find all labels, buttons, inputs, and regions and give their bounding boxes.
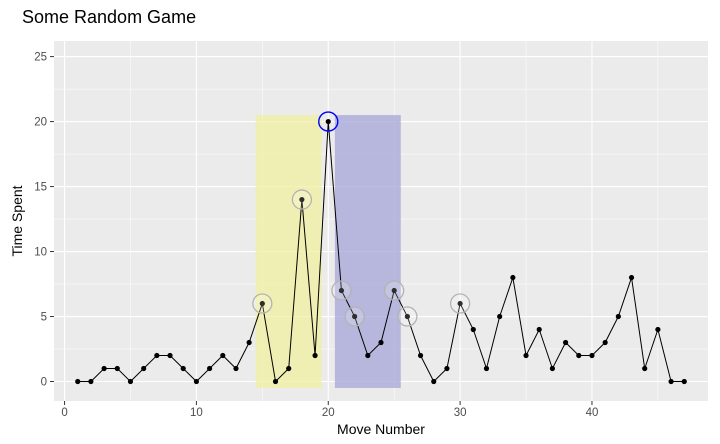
data-point <box>417 352 424 359</box>
x-axis-title: Move Number <box>337 421 425 437</box>
data-point <box>642 365 648 372</box>
data-point <box>233 365 239 372</box>
data-point <box>259 300 265 307</box>
x-tick-label: 0 <box>61 407 67 419</box>
highlight-circle <box>291 189 313 210</box>
data-point <box>352 313 358 320</box>
data-point <box>457 300 463 307</box>
y-axis-ticks: 0 5 10 15 20 25 <box>34 52 54 389</box>
highlight-circle <box>397 306 418 327</box>
data-point <box>193 378 200 385</box>
highlight-circle <box>384 280 405 301</box>
data-point <box>299 196 305 203</box>
data-point <box>154 352 160 359</box>
x-tick-label: 40 <box>586 407 599 419</box>
highlight-circle <box>449 293 471 314</box>
data-point <box>180 365 186 372</box>
data-point <box>510 274 516 281</box>
data-point <box>615 313 621 320</box>
data-point <box>141 365 147 372</box>
data-point <box>167 352 173 359</box>
data-point <box>312 352 318 359</box>
y-tick-label: 20 <box>34 117 47 129</box>
data-point <box>127 378 134 385</box>
data-point <box>562 339 569 346</box>
data-point <box>246 339 252 346</box>
data-point <box>497 313 503 320</box>
data-point <box>378 339 384 346</box>
x-tick-label: 30 <box>454 407 467 419</box>
data-point <box>325 118 331 125</box>
data-point <box>338 287 345 294</box>
highlight-circles <box>252 111 471 327</box>
data-point <box>444 365 450 372</box>
data-point <box>536 326 542 333</box>
data-point <box>523 352 529 359</box>
chart-title: Some Random Game <box>22 7 196 27</box>
data-point <box>206 365 213 372</box>
data-point <box>101 365 107 372</box>
y-tick-label: 5 <box>41 312 47 324</box>
data-point <box>576 352 582 359</box>
x-tick-label: 10 <box>190 407 203 419</box>
data-point <box>668 378 674 385</box>
data-point <box>220 352 226 359</box>
highlight-circle <box>344 306 365 327</box>
x-tick-label: 20 <box>322 407 335 419</box>
data-point <box>681 378 687 385</box>
data-point <box>549 365 556 372</box>
shaded-range-before <box>255 115 322 389</box>
data-point <box>272 378 279 385</box>
data-point <box>365 352 371 359</box>
data-point <box>602 339 608 346</box>
data-point <box>114 365 120 372</box>
data-point <box>589 352 595 359</box>
highlight-circle <box>252 293 273 314</box>
y-axis-title: Time Spent <box>9 185 25 256</box>
data-point <box>404 313 410 320</box>
data-point <box>431 378 437 385</box>
data-point <box>286 365 292 372</box>
highlight-circle <box>331 280 352 301</box>
series-points <box>75 118 687 385</box>
data-point <box>628 274 635 281</box>
y-tick-label: 10 <box>34 247 47 259</box>
y-tick-label: 25 <box>34 52 47 64</box>
x-axis-ticks: 0 10 20 30 40 <box>61 401 598 419</box>
data-point <box>655 326 661 333</box>
data-point <box>470 326 476 333</box>
shaded-range-after <box>334 115 401 389</box>
max-point-circle <box>318 111 339 132</box>
data-point <box>391 287 397 294</box>
shaded-ranges <box>255 115 401 389</box>
y-tick-label: 15 <box>34 182 47 194</box>
data-point <box>75 378 81 385</box>
data-point <box>88 378 94 385</box>
y-tick-label: 0 <box>41 377 47 389</box>
data-point <box>483 365 490 372</box>
